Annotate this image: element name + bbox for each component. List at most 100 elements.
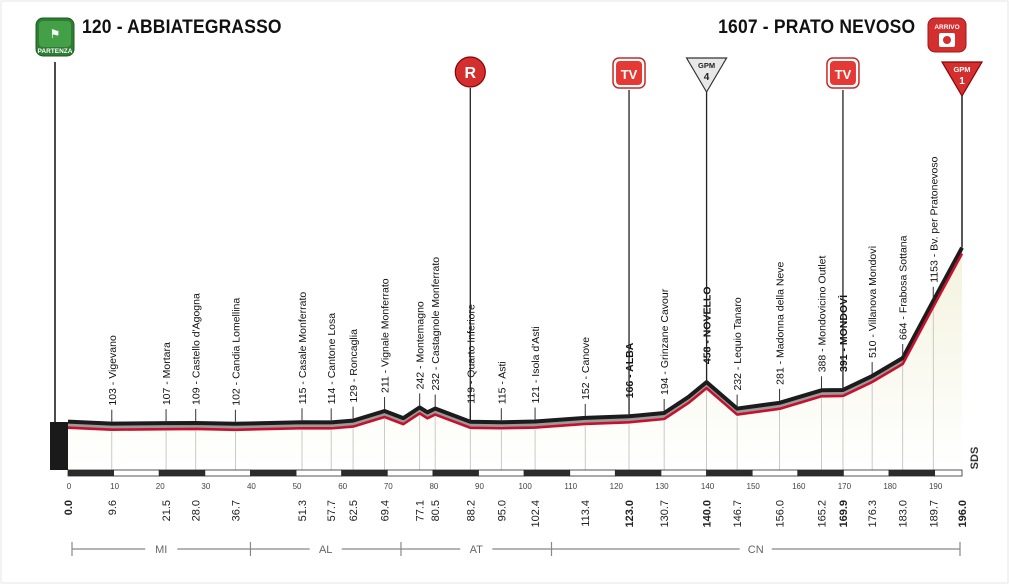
marker-tv: TV — [826, 57, 860, 390]
scale-tick-label: 90 — [475, 482, 484, 491]
region-label: AT — [470, 544, 484, 556]
refuel-label: R — [465, 65, 477, 82]
gpm-label: GPM — [698, 61, 715, 70]
finish-target-icon — [943, 36, 951, 44]
km-tick-label: 28.0 — [191, 500, 203, 521]
scale-tick-label: 180 — [883, 482, 897, 491]
scale-segment — [295, 469, 343, 477]
km-tick-label: 77.1 — [415, 500, 427, 521]
scale-tick-label: 120 — [610, 482, 624, 491]
place-label: 115 - Casale Monferrato — [297, 292, 309, 405]
place-label: 152 - Canove — [580, 337, 592, 400]
scale-tick-label: 170 — [838, 482, 852, 491]
scale-segment — [888, 469, 936, 477]
region-label-bg — [739, 541, 772, 557]
marker-gpm: GPM 4 — [685, 57, 728, 383]
scale-segment — [797, 469, 844, 477]
km-tick-label: 62.5 — [348, 500, 360, 521]
gpm-mountain-icon — [685, 57, 728, 94]
scale-tick-label: 50 — [293, 482, 302, 491]
tv-label: TV — [835, 67, 852, 82]
refuel-icon — [454, 56, 486, 88]
scale-segment — [432, 469, 479, 477]
place-label: 129 - Roncaglia — [348, 329, 360, 403]
place-label: 242 - Montemagno — [415, 301, 427, 389]
finish-badge-label: ARRIVO — [934, 24, 959, 31]
region-label: MI — [155, 544, 167, 556]
km-tick-label: 165.2 — [817, 500, 829, 528]
place-label: 166 - ALBA — [624, 342, 636, 398]
terrain-area — [68, 253, 962, 470]
km-tick-label: 196.0 — [957, 500, 969, 528]
km-tick-label: 36.7 — [230, 500, 242, 521]
km-tick-label: 95.0 — [496, 500, 508, 521]
place-label: 1153 - Bv. per Pratonevoso — [928, 156, 940, 282]
finish-town-title: 1607 - PRATO NEVOSO — [717, 17, 915, 38]
km-tick-label: 183.0 — [898, 500, 910, 528]
start-badge-label: PARTENZA — [38, 48, 73, 55]
scale-tick-label: 130 — [655, 482, 669, 491]
km-tick-label: 9.6 — [107, 500, 119, 515]
scale-tick-label: 190 — [929, 482, 943, 491]
km-tick-label: 169.9 — [838, 500, 850, 528]
scale-segment — [67, 469, 115, 477]
scale-tick-label: 10 — [110, 482, 119, 491]
km-tick-label: 156.0 — [775, 500, 787, 528]
scale-tick-label: 150 — [747, 482, 761, 491]
place-label: 107 - Mortara — [161, 342, 173, 405]
km-tick-label: 113.4 — [580, 500, 592, 527]
km-tick-label: 51.3 — [297, 500, 309, 521]
profile-side-block — [50, 422, 68, 470]
gpm-category: 1 — [959, 76, 965, 87]
scale-segment — [751, 469, 799, 477]
scale-tick-label: 80 — [429, 482, 438, 491]
start-badge-inner — [39, 21, 71, 47]
finish-badge: ARRIVO — [927, 17, 967, 53]
scale-segment — [386, 469, 434, 477]
scale-tick-label: 100 — [518, 482, 532, 491]
km-tick-label: 102.4 — [530, 500, 542, 528]
km-tick-label: 0.0 — [63, 500, 75, 515]
scale-tick-label: 0 — [67, 482, 72, 491]
km-tick-label: 146.7 — [732, 500, 744, 528]
place-label: 458 - NOVELLO — [702, 287, 714, 365]
place-label: 115 - Asti — [496, 361, 508, 404]
scale-tick-label: 40 — [247, 482, 256, 491]
start-flag-icon: ⚑ — [50, 27, 61, 41]
place-label: 114 - Cantone Losa — [326, 313, 338, 405]
place-label: 388 - Mondovicino Outlet — [817, 255, 829, 372]
place-label: 232 - Lequio Tanaro — [732, 297, 744, 390]
scale-segment — [478, 469, 525, 477]
gpm-label: GPM — [953, 65, 970, 74]
scale-tick-label: 110 — [564, 482, 577, 491]
place-label: 119 - Quarto Inferiore — [465, 304, 477, 404]
route-red-line — [67, 253, 964, 432]
km-tick-label: 88.2 — [465, 500, 477, 521]
scale-segment — [341, 469, 388, 477]
km-tick-label: 176.3 — [867, 500, 879, 528]
scale-segment — [934, 469, 963, 477]
start-town-title: 120 - ABBIATEGRASSO — [82, 17, 282, 38]
km-tick-label: 57.7 — [326, 500, 338, 521]
scale-tick-label: 70 — [384, 482, 393, 491]
tv-icon — [829, 61, 856, 85]
km-tick-label: 140.0 — [702, 500, 714, 528]
scale-segment — [614, 469, 662, 477]
region-label: AL — [319, 544, 332, 556]
scale-segment — [660, 469, 707, 477]
scale-segment — [204, 469, 251, 477]
tv-label: TV — [621, 67, 638, 82]
place-label: 194 - Grinzane Cavour — [659, 288, 671, 395]
place-label: 109 - Castello d'Agogna — [191, 293, 203, 405]
scale-segment — [158, 469, 206, 477]
km-tick-label: 123.0 — [624, 500, 636, 528]
scale-segment — [569, 469, 616, 477]
marker-r: R — [454, 56, 486, 422]
km-tick-label: 130.7 — [659, 500, 671, 528]
scale-tick-label: 60 — [338, 482, 347, 491]
scale-segment — [706, 469, 753, 477]
place-label: 102 - Candia Lomellina — [230, 298, 242, 406]
place-label: 232 - Castagnole Monferrato — [430, 257, 442, 391]
